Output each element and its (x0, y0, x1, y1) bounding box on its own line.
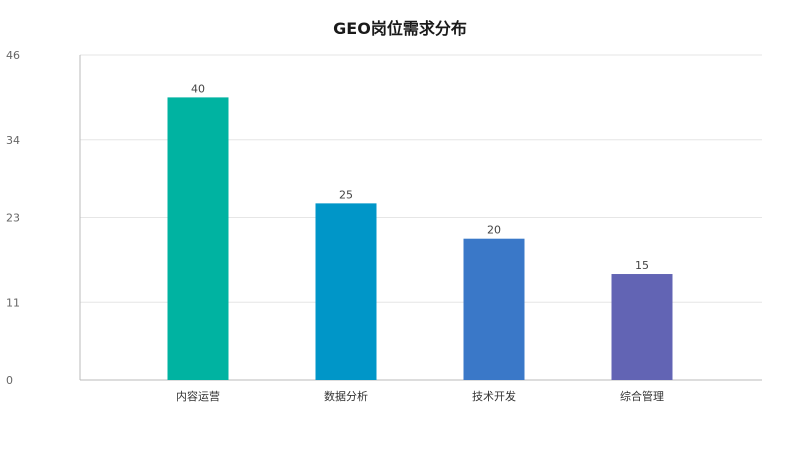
x-tick-label: 内容运营 (176, 389, 220, 403)
data-label: 15 (635, 259, 649, 272)
data-label: 40 (191, 82, 205, 95)
x-tick-label: 数据分析 (324, 389, 368, 403)
bars (167, 97, 673, 381)
y-axis-ticks: 0 11 23 34 46 (6, 49, 20, 387)
x-tick-label: 技术开发 (472, 389, 516, 403)
x-tick-label: 综合管理 (620, 389, 664, 403)
y-tick-label: 0 (6, 374, 13, 387)
data-labels: 40 25 20 15 (191, 82, 649, 272)
y-tick-label: 34 (6, 134, 20, 147)
data-label: 25 (339, 188, 353, 201)
y-tick-label: 46 (6, 49, 20, 62)
x-axis-ticks: 内容运营 数据分析 技术开发 综合管理 (176, 389, 664, 403)
y-tick-label: 11 (6, 296, 20, 309)
chart-title: GEO岗位需求分布 (333, 19, 467, 38)
bar (167, 97, 229, 381)
bar (315, 203, 377, 380)
bar (611, 274, 673, 380)
data-label: 20 (487, 224, 501, 237)
y-tick-label: 23 (6, 212, 20, 225)
bar (463, 238, 525, 380)
